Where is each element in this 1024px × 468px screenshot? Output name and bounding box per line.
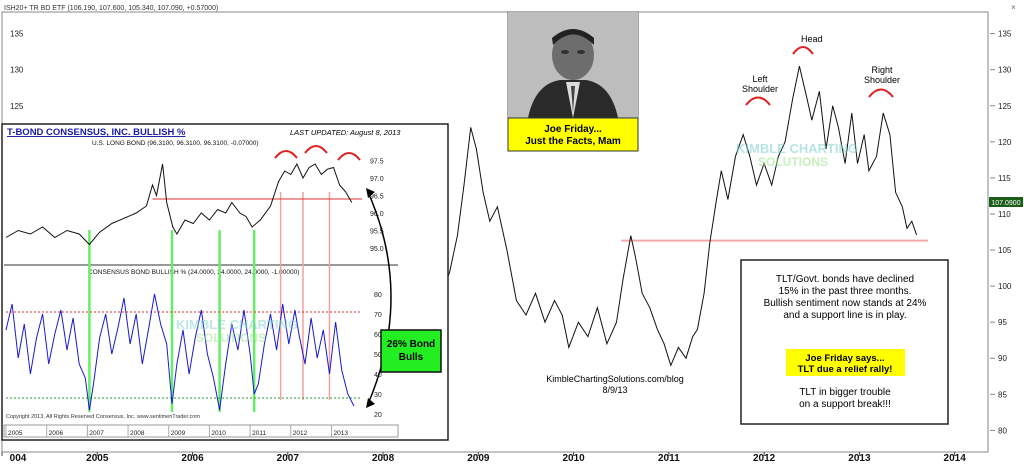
inset-frame bbox=[1, 123, 449, 441]
right-shoulder-annotation: Right Shoulder bbox=[864, 65, 900, 98]
callout-text: 26% Bond Bulls bbox=[387, 339, 435, 363]
source-text: KimbleChartingSolutions.com/blog 8/9/13 bbox=[546, 374, 684, 395]
inset-upper-y-tick-label: 95.0 bbox=[370, 246, 384, 253]
inset-x-tick-label: 2011 bbox=[252, 430, 266, 437]
warning-text: TLT in bigger trouble on a support break!… bbox=[799, 387, 891, 410]
inset-lower-y-tick-label: 20 bbox=[374, 412, 382, 419]
inset-copyright: Copyright 2013, All Rights Reserved Cons… bbox=[6, 414, 200, 420]
inset-lower-y-tick-label: 70 bbox=[374, 312, 382, 319]
main-y-tick-label-right: 135 bbox=[998, 30, 1012, 39]
inset-x-tick-label: 2007 bbox=[89, 430, 104, 437]
ticker-line: ISH20+ TR BD ETF (106.190, 107.600, 105.… bbox=[4, 5, 218, 12]
photo-caption: Joe Friday... Just the Facts, Mam bbox=[525, 124, 621, 147]
inset-arrow-head-bottom bbox=[366, 398, 375, 408]
inset-x-tick-label: 2006 bbox=[49, 430, 64, 437]
main-y-tick-label-right: 125 bbox=[998, 102, 1012, 111]
inset-upper-line bbox=[5, 162, 353, 246]
main-y-tick-label-right: 85 bbox=[998, 390, 1007, 399]
main-y-tick-label-right: 95 bbox=[998, 318, 1007, 327]
main-x-tick-label: 2010 bbox=[562, 453, 585, 463]
inset-panel: T-BOND CONSENSUS, INC. BULLISH % LAST UP… bbox=[1, 123, 449, 441]
main-y-tick-label-left: 135 bbox=[10, 30, 24, 39]
watermark-main-line2: SOLUTIONS bbox=[758, 155, 828, 169]
right-shoulder-label: Right Shoulder bbox=[864, 65, 900, 85]
inset-lower-line bbox=[5, 293, 355, 411]
callout-box bbox=[380, 329, 442, 373]
main-y-tick-label-left: 125 bbox=[10, 102, 24, 111]
inset-x-tick-label: 2008 bbox=[130, 430, 145, 437]
main-y-tick-label-left: 130 bbox=[10, 66, 24, 75]
main-y-tick-label-right: 105 bbox=[998, 246, 1012, 255]
watermark-inset-line2: SOLUTIONS bbox=[196, 331, 266, 345]
main-y-tick-label-right: 130 bbox=[998, 66, 1012, 75]
inset-x-tick-label: 2012 bbox=[293, 430, 308, 437]
joe-friday-photo bbox=[507, 11, 639, 119]
inset-arcs bbox=[274, 145, 361, 161]
main-y-tick-label-right: 110 bbox=[998, 210, 1011, 219]
photo-caption-box bbox=[507, 117, 639, 152]
main-x-tick-label: 2008 bbox=[372, 453, 395, 463]
highlight-text: Joe Friday says... TLT due a relief rally… bbox=[798, 353, 893, 375]
inset-lower-y-tick-label: 80 bbox=[374, 292, 382, 299]
last-price-label: 107.0900 bbox=[991, 200, 1020, 207]
inset-upper-y-tick-label: 97.5 bbox=[370, 159, 384, 166]
main-x-tick-label: 2009 bbox=[467, 453, 490, 463]
inset-title: T-BOND CONSENSUS, INC. BULLISH % bbox=[7, 127, 186, 138]
main-x-tick-label: 2011 bbox=[658, 453, 680, 463]
head-label: Head bbox=[801, 34, 823, 44]
inset-x-tick-label: 2010 bbox=[211, 430, 226, 437]
close-icon[interactable]: × bbox=[1011, 3, 1016, 12]
head-annotation: Head bbox=[792, 34, 823, 55]
inset-upper-y-tick-label: 96.5 bbox=[370, 194, 384, 201]
main-y-tick-label-right: 100 bbox=[998, 282, 1012, 291]
inset-lower-y-tick-label: 30 bbox=[374, 392, 382, 399]
inset-lower-y-tick-label: 50 bbox=[374, 352, 382, 359]
highlight-box bbox=[786, 349, 905, 376]
main-y-tick-label-right: 90 bbox=[998, 354, 1007, 363]
left-shoulder-label: Left Shoulder bbox=[742, 74, 778, 94]
last-price-box bbox=[989, 197, 1023, 207]
inset-arrow-head-top bbox=[366, 188, 375, 198]
main-y-tick-label-right: 115 bbox=[998, 174, 1011, 183]
inset-upper-label: U.S. LONG BOND (96.3100, 96.3100, 96.310… bbox=[92, 140, 259, 147]
inset-x-tick-label: 2005 bbox=[8, 430, 23, 437]
inset-upper-y-tick-label: 97.0 bbox=[370, 176, 384, 183]
main-x-tick-label: 2006 bbox=[181, 453, 204, 463]
inset-lower-label: CONSENSUS BOND BULLISH % (24.0000, 24.00… bbox=[88, 269, 299, 276]
inset-last-updated: LAST UPDATED: August 8, 2013 bbox=[290, 128, 401, 137]
main-x-tick-label: 2013 bbox=[848, 453, 871, 463]
main-y-tick-label-right: 80 bbox=[998, 426, 1007, 435]
inset-xaxis-box bbox=[3, 424, 399, 438]
left-shoulder-annotation: Left Shoulder bbox=[742, 74, 778, 106]
inset-arrow bbox=[367, 191, 392, 405]
commentary-text: TLT/Govt. bonds have declined 15% in the … bbox=[764, 274, 927, 321]
main-x-tick-label: 2007 bbox=[277, 453, 300, 463]
watermark-inset-line1: KIMBLE CHARTING bbox=[176, 317, 298, 332]
main-price-line bbox=[427, 65, 918, 367]
inset-x-tick-label: 2009 bbox=[171, 430, 186, 437]
inset-upper-y-tick-label: 95.5 bbox=[370, 229, 384, 236]
inset-lower-y-tick-label: 60 bbox=[374, 332, 382, 339]
watermark-main-line1: KIMBLE CHARTING bbox=[736, 141, 858, 156]
main-x-tick-label: 2014 bbox=[944, 453, 967, 463]
watermark-main: KIMBLE CHARTING SOLUTIONS bbox=[736, 141, 858, 169]
main-x-tick-label: 004 bbox=[10, 453, 27, 463]
commentary-box: TLT/Govt. bonds have declined 15% in the … bbox=[740, 259, 949, 425]
main-x-tick-label: 2012 bbox=[753, 453, 776, 463]
main-x-tick-label: 2005 bbox=[86, 453, 109, 463]
inset-x-tick-label: 2013 bbox=[333, 430, 348, 437]
watermark-inset: KIMBLE CHARTING SOLUTIONS bbox=[176, 317, 298, 345]
main-y-tick-label-right: 120 bbox=[998, 138, 1012, 147]
